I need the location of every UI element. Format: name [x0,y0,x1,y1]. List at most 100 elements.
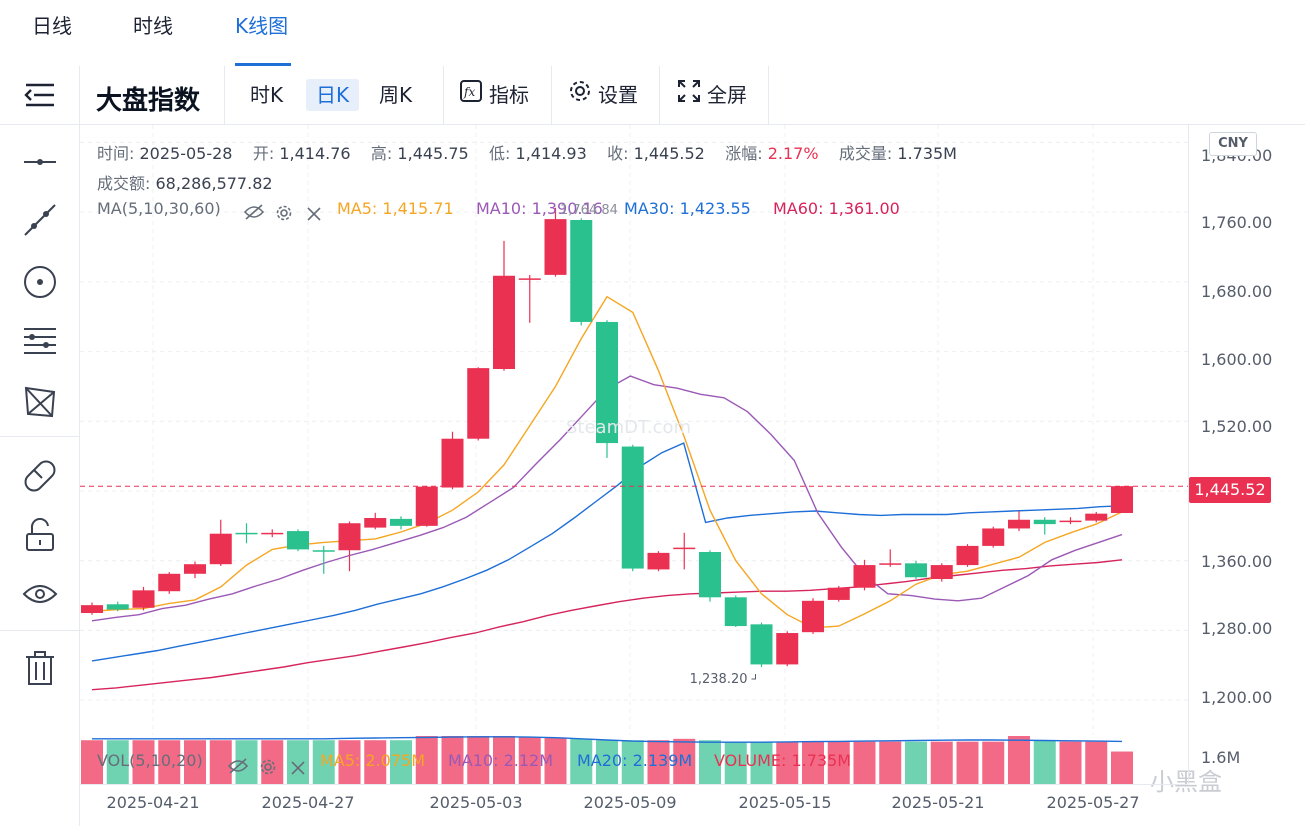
toolbar-divider [659,66,660,124]
current-price-label: 1,445.52 [1189,477,1271,503]
settings-label: 设置 [598,83,638,107]
volume-bar [1085,741,1108,784]
candle-body [441,438,464,488]
price-chart[interactable]: 1,238.20 [80,125,1188,735]
date-tick: 2025-04-27 [261,793,355,812]
volume-bar [493,736,515,784]
tab-daily-line[interactable]: 日线 [32,14,72,38]
candle-body [956,545,979,566]
volume-chart[interactable] [80,736,1188,784]
toolbar-divider [79,66,80,124]
volume-bar [673,738,696,784]
volume-bar [776,741,799,784]
candle-body [776,633,799,665]
vol-ma10-value: MA10: 2.12M [448,751,554,770]
magnet-icon[interactable] [16,450,64,498]
volume-bar [879,741,902,784]
volume-bar [982,741,1005,784]
vol-volume-value: VOLUME: 1.735M [714,751,852,770]
vol-close-icon[interactable] [290,760,306,780]
volume-bar [647,740,670,784]
candle-body [415,486,438,526]
candle-body [338,523,361,551]
drawing-toolbar [0,124,80,826]
info-low: 1,414.93 [515,144,587,163]
chart-toolbar: 大盘指数 时K 日K 周K fx 指标 设置 全屏 [0,66,1305,125]
tab-kline[interactable]: K线图 [235,14,289,38]
candle-body [750,624,773,665]
volume-bar [132,740,155,784]
volume-bar [184,740,206,784]
fullscreen-button[interactable]: 全屏 [677,79,747,111]
candle-body [621,446,644,569]
unlock-icon[interactable] [16,512,64,560]
collapse-menu-icon[interactable] [24,82,56,112]
period-button-weekly[interactable]: 周K [379,83,413,107]
low-marker-arrow [751,674,756,680]
info-open: 1,414.76 [279,144,351,163]
candle-body [570,219,593,322]
volume-bar [827,741,850,784]
trend-line-tool-icon[interactable] [16,196,64,244]
candle-body [1008,519,1030,529]
currency-badge[interactable]: CNY [1209,132,1257,156]
date-tick: 2025-04-21 [106,793,200,812]
date-tick: 2025-05-21 [891,793,985,812]
ma-settings-gear-icon[interactable] [276,205,292,225]
volume-bar [596,740,618,784]
volume-bar [467,736,490,784]
volume-tick: 1.6M [1201,748,1241,767]
period-button-hourly[interactable]: 时K [250,83,284,107]
volume-bar [415,736,438,784]
indicator-label: 指标 [489,83,529,107]
indicator-button[interactable]: fx 指标 [459,79,529,111]
horizontal-line-tool-icon[interactable] [16,138,64,186]
volume-bar [544,737,567,784]
candle-body [905,563,927,578]
sidebar-divider [0,630,79,631]
price-axis[interactable]: 1,840.00 1,760.00 1,680.00 1,600.00 1,52… [1188,125,1305,784]
candle-body [493,275,515,369]
candle-body [209,533,232,565]
vol-settings-gear-icon[interactable] [260,759,276,779]
candle-body [853,565,876,588]
polygon-tool-icon[interactable] [16,378,64,426]
info-time: 2025-05-28 [139,144,233,163]
high-marker-overlap: 1,764.84 [560,203,618,218]
fullscreen-icon [677,79,701,112]
eye-hide-icon[interactable] [243,204,265,224]
circle-tool-icon[interactable] [16,258,64,306]
volume-bar [905,741,927,784]
candle-body [879,563,902,565]
ma-close-icon[interactable] [306,206,322,226]
candle-body [364,518,387,528]
volume-bar [930,741,953,784]
info-volume: 1.735M [897,144,957,163]
candle-body [390,518,412,526]
price-tick: 1,280.00 [1201,619,1273,638]
candle-body [467,368,490,439]
volume-bar [750,741,773,784]
trash-icon[interactable] [16,644,64,692]
candle-body [724,597,747,627]
ma10-value: MA10: 1,390.16 [476,199,603,218]
vol-ma5-value: MA5: 2.075M [320,751,426,770]
candle-body [699,552,721,598]
candlestick-chart[interactable]: 1,238.20 [80,125,1188,735]
tab-hourly-line[interactable]: 时线 [133,14,173,38]
settings-button[interactable]: 设置 [568,79,638,111]
period-button-daily[interactable]: 日K [306,79,360,111]
price-tick: 1,520.00 [1201,417,1273,436]
eye-icon[interactable] [16,570,64,618]
fullscreen-label: 全屏 [707,83,747,107]
period-tabs: 日线 时线 K线图 [0,0,1305,66]
page-title: 大盘指数 [96,86,201,116]
parallel-lines-tool-icon[interactable] [16,318,64,366]
volume-bar [441,736,464,784]
volume-bar [312,740,335,784]
volume-bars[interactable] [80,736,1188,784]
vol-eye-hide-icon[interactable] [227,758,249,778]
candle-body [647,552,670,570]
low-price-marker: 1,238.20 [690,672,748,687]
amount-info: 成交额: 68,286,577.82 [97,174,273,193]
